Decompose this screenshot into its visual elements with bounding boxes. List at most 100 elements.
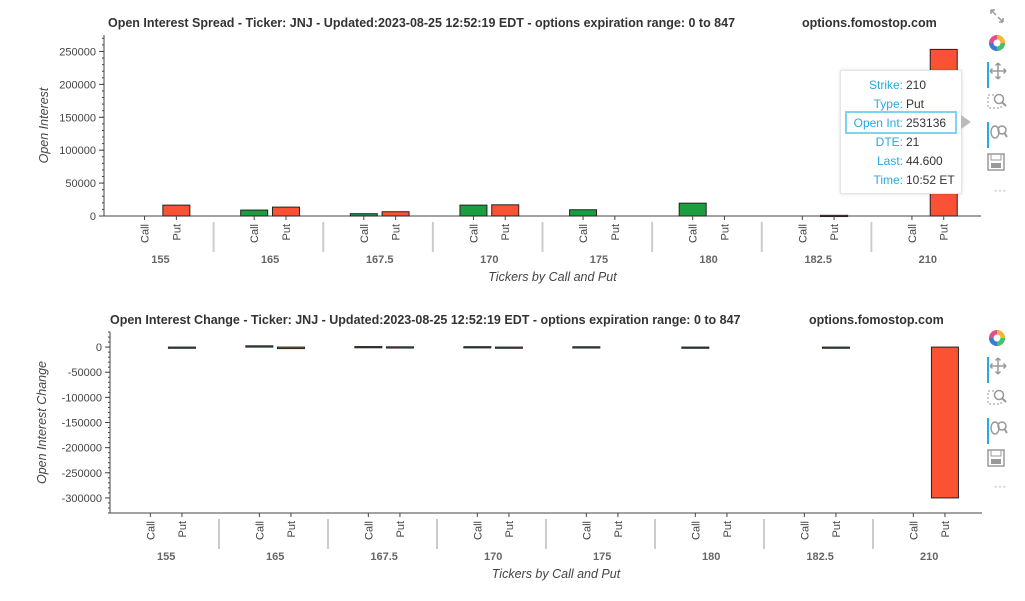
put-tick-label: Put <box>391 224 403 241</box>
bokeh-logo-icon[interactable] <box>987 33 1013 59</box>
strike-group-label: 170 <box>480 254 498 266</box>
strike-group-label: 167.5 <box>370 551 398 563</box>
tooltip-row-strike: Strike: 210 <box>868 77 927 92</box>
strike-group-label: 175 <box>593 551 611 563</box>
put-tick-label: Put <box>286 521 298 538</box>
y-tick-label: -50000 <box>68 367 102 379</box>
call-tick-label: Call <box>468 224 480 243</box>
wheel-zoom-icon[interactable] <box>987 418 1015 444</box>
y-tick-label: -250000 <box>62 468 102 480</box>
put-bar <box>494 346 523 349</box>
put-tick-label: Put <box>177 521 189 538</box>
more-icon[interactable]: ··· <box>994 183 1006 197</box>
x-axis-label: Tickers by Call and Put <box>492 567 621 581</box>
put-tick-label: Put <box>171 224 183 241</box>
save-icon[interactable] <box>987 449 1013 475</box>
call-tick-label: Call <box>797 224 809 243</box>
y-tick-label: 0 <box>96 342 102 354</box>
chart-watermark: options.fomostop.com <box>809 313 944 327</box>
put-bar <box>930 346 959 499</box>
strike-group-label: 165 <box>266 551 284 563</box>
call-tick-label: Call <box>581 521 593 540</box>
put-bar <box>167 346 196 349</box>
chart-title: Open Interest Change - Ticker: JNJ - Upd… <box>110 313 741 327</box>
chart-plot[interactable]: 0 -50000 -100000 -150000 -200000 -250000 -3000… <box>0 305 1025 601</box>
box-zoom-icon[interactable] <box>987 387 1013 413</box>
y-axis-label: Open Interest Change <box>35 361 49 484</box>
call-bar <box>569 209 598 217</box>
put-bar <box>162 204 191 217</box>
put-tick-label: Put <box>613 521 625 538</box>
call-tick-label: Call <box>249 224 261 243</box>
pan-icon[interactable] <box>987 357 1015 383</box>
strike-group-label: 182.5 <box>806 551 834 563</box>
y-tick-label: -100000 <box>62 392 102 404</box>
strike-group-label: 165 <box>261 254 279 266</box>
tooltip-row-open-int: Open Int: 253136 <box>845 111 957 134</box>
box-zoom-icon[interactable] <box>987 91 1013 117</box>
y-tick-label: 100000 <box>59 145 96 157</box>
strike-group-label: 155 <box>157 551 175 563</box>
call-tick-label: Call <box>140 224 152 243</box>
strike-group-label: 170 <box>484 551 502 563</box>
bokeh-logo-icon[interactable] <box>987 328 1013 354</box>
tooltip-row-last: Last: 44.600 <box>876 153 943 168</box>
call-bar <box>349 213 378 217</box>
strike-group-label: 210 <box>919 254 937 266</box>
strike-group-label: 180 <box>702 551 720 563</box>
call-tick-label: Call <box>907 224 919 243</box>
chart-watermark: options.fomostop.com <box>802 16 937 30</box>
expand-icon[interactable] <box>989 8 1015 34</box>
put-tick-label: Put <box>829 224 841 241</box>
strike-group-label: 210 <box>920 551 938 563</box>
strike-group-label: 167.5 <box>366 254 394 266</box>
put-bar <box>491 204 520 217</box>
y-tick-label: 200000 <box>59 79 96 91</box>
hover-tooltip: Strike: 210 Type: Put Open Int: 253136 D… <box>840 70 971 194</box>
put-tick-label: Put <box>504 521 516 538</box>
save-icon[interactable] <box>987 153 1013 179</box>
tooltip-row-type: Type: Put <box>873 96 925 111</box>
call-bar <box>459 204 488 217</box>
tooltip-row-time: Time: 10:52 ET <box>873 172 955 187</box>
chart-title: Open Interest Spread - Ticker: JNJ - Upd… <box>108 16 736 30</box>
strike-group-label: 175 <box>590 254 608 266</box>
call-bar <box>463 346 492 349</box>
y-axis-label: Open Interest <box>37 87 51 163</box>
put-bar <box>821 346 850 349</box>
put-tick-label: Put <box>719 224 731 241</box>
call-tick-label: Call <box>578 224 590 243</box>
y-tick-label: 250000 <box>59 46 96 58</box>
call-tick-label: Call <box>908 521 920 540</box>
call-bar <box>354 346 383 349</box>
call-tick-label: Call <box>359 224 371 243</box>
y-tick-label: -300000 <box>62 493 102 505</box>
call-tick-label: Call <box>472 521 484 540</box>
open-interest-change-chart: Open Interest Change - Ticker: JNJ - Upd… <box>0 305 1025 601</box>
put-tick-label: Put <box>831 521 843 538</box>
put-tick-label: Put <box>281 224 293 241</box>
y-tick-label: -200000 <box>62 443 102 455</box>
call-tick-label: Call <box>254 521 266 540</box>
call-bar <box>245 345 274 348</box>
wheel-zoom-icon[interactable] <box>987 122 1015 148</box>
put-bar <box>276 346 305 350</box>
open-interest-spread-chart: Open Interest Spread - Ticker: JNJ - Upd… <box>0 0 1025 295</box>
chart-toolbar: ··· <box>987 0 1017 200</box>
put-tick-label: Put <box>610 224 622 241</box>
call-bar <box>678 202 707 217</box>
put-tick-label: Put <box>939 224 951 241</box>
chart-toolbar: ··· <box>987 305 1017 505</box>
pan-icon[interactable] <box>987 62 1015 88</box>
x-axis-label: Tickers by Call and Put <box>488 270 617 284</box>
put-tick-label: Put <box>395 521 407 538</box>
call-tick-label: Call <box>690 521 702 540</box>
y-tick-label: 0 <box>90 211 96 223</box>
put-bar <box>385 346 414 349</box>
call-bar <box>572 346 601 349</box>
y-tick-label: 50000 <box>65 178 96 190</box>
call-tick-label: Call <box>799 521 811 540</box>
put-bar <box>271 206 300 217</box>
put-bar <box>381 211 410 217</box>
more-icon[interactable]: ··· <box>994 479 1006 493</box>
